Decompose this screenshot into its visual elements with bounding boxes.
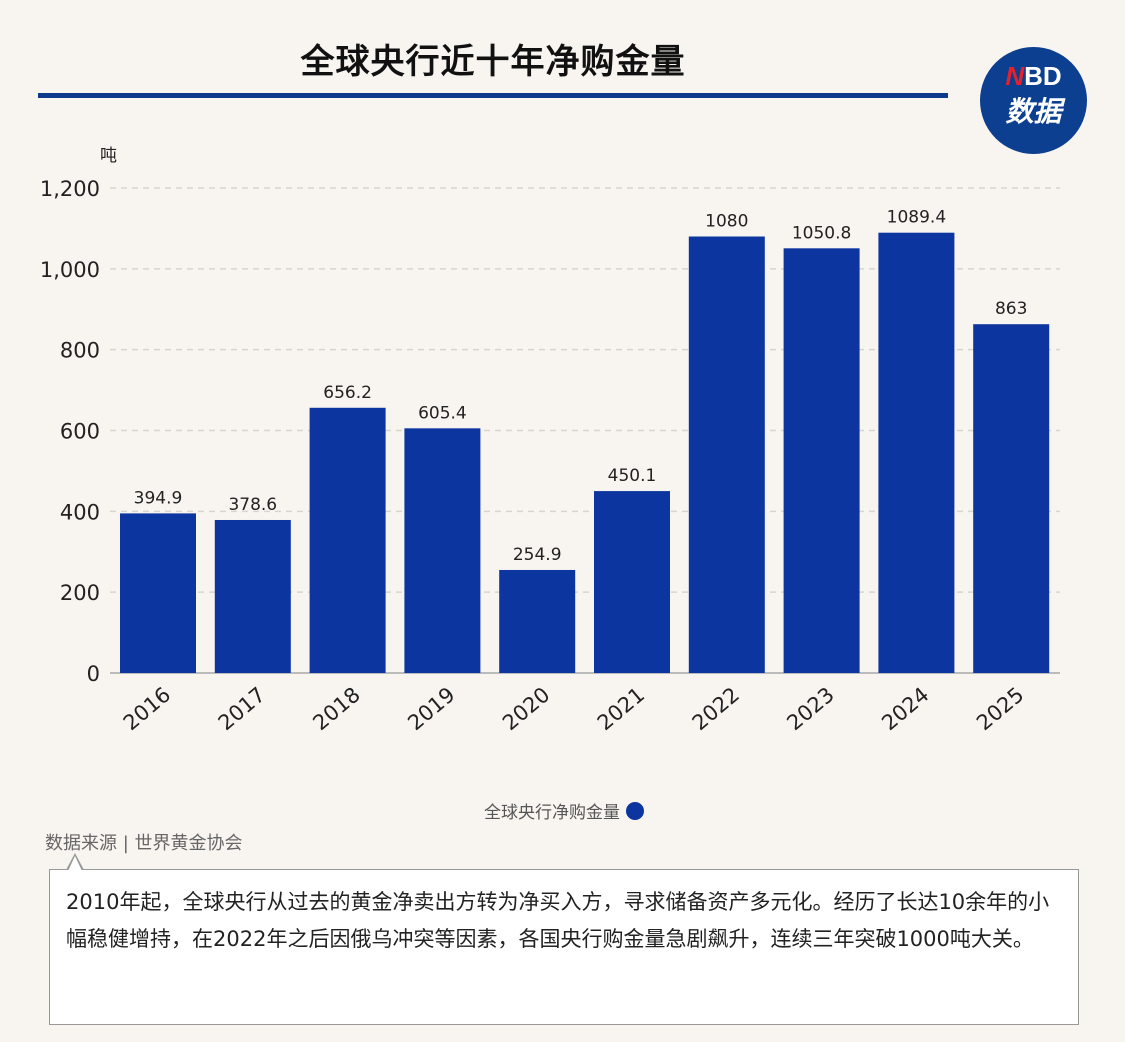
bar <box>594 491 670 673</box>
bar <box>783 248 860 673</box>
data-label: 1089.4 <box>887 208 946 228</box>
nbd-logo: NBD 数据 <box>980 47 1087 154</box>
legend-swatch <box>626 801 644 820</box>
bar <box>309 407 386 673</box>
bar <box>878 232 955 673</box>
legend-label: 全球央行净购金量 <box>484 803 620 823</box>
bar <box>404 428 481 673</box>
data-label: 1050.8 <box>792 223 851 243</box>
y-tick-label: 600 <box>60 420 100 444</box>
data-label: 605.4 <box>418 403 467 423</box>
x-tick-label: 2025 <box>972 682 1028 735</box>
data-label: 863 <box>995 299 1027 319</box>
chart-title: 全球央行近十年净购金量 <box>300 42 686 82</box>
logo-subtitle: 数据 <box>1005 95 1062 128</box>
y-tick-label: 800 <box>60 339 100 363</box>
y-tick-label: 1,200 <box>40 177 100 201</box>
bar <box>120 513 196 673</box>
note-box: 2010年起，全球央行从过去的黄金净卖出方转为净买入方，寻求储备资产多元化。经历… <box>49 869 1079 1025</box>
x-tick-label: 2022 <box>688 682 744 735</box>
x-tick-label: 2021 <box>593 682 649 735</box>
x-tick-label: 2019 <box>403 682 459 735</box>
note-pointer-fill <box>68 856 82 871</box>
y-axis-unit: 吨 <box>100 146 117 166</box>
logo-bd: BD <box>1024 61 1062 91</box>
bar <box>688 236 765 673</box>
y-tick-label: 1,000 <box>40 258 100 282</box>
x-tick-label: 2018 <box>308 682 364 735</box>
data-label: 394.9 <box>134 488 183 508</box>
logo-n: N <box>1005 61 1025 91</box>
title-divider <box>38 93 948 98</box>
y-tick-label: 200 <box>60 581 100 605</box>
data-label: 1080 <box>705 212 748 232</box>
bar <box>499 569 576 673</box>
data-label: 656.2 <box>323 383 372 403</box>
y-tick-label: 400 <box>60 500 100 524</box>
y-tick-label: 0 <box>87 662 100 686</box>
x-tick-label: 2020 <box>498 682 554 735</box>
x-tick-label: 2017 <box>214 682 270 735</box>
x-tick-label: 2016 <box>119 682 175 735</box>
data-label: 450.1 <box>608 466 657 486</box>
bar <box>973 324 1050 673</box>
bar <box>214 519 291 673</box>
data-label: 254.9 <box>513 545 562 565</box>
data-label: 378.6 <box>228 495 277 515</box>
legend: 全球央行净购金量 <box>484 798 644 823</box>
x-tick-label: 2023 <box>782 682 838 735</box>
x-tick-label: 2024 <box>877 682 933 735</box>
data-source: 数据来源 | 世界黄金协会 <box>45 833 243 854</box>
bar-chart: 吨 0 200 400 600 800 1,000 1,200 394.9 2016 378.6… <box>40 146 1060 735</box>
